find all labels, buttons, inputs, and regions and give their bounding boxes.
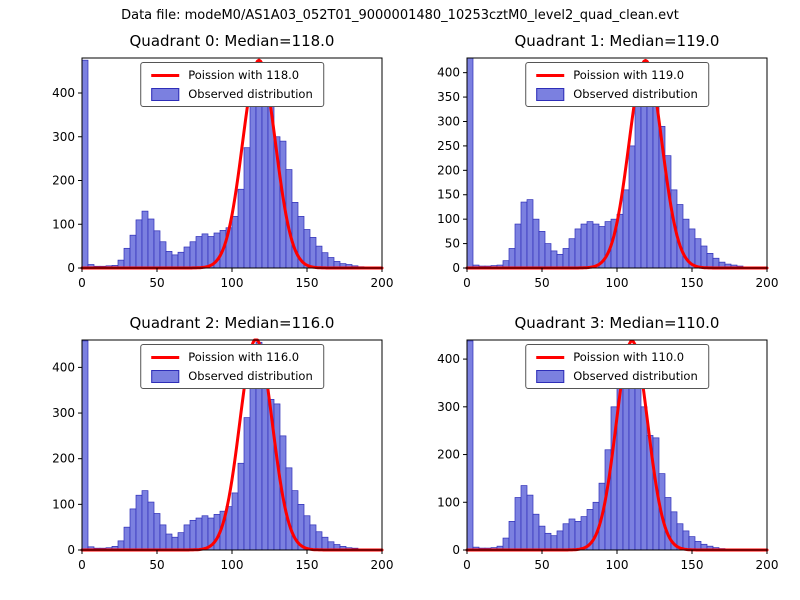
observed-legend-label: Observed distribution: [573, 369, 698, 383]
svg-text:400: 400: [52, 360, 75, 374]
svg-text:0: 0: [452, 261, 460, 275]
svg-text:300: 300: [437, 400, 460, 414]
svg-text:400: 400: [437, 66, 460, 80]
svg-text:300: 300: [52, 130, 75, 144]
observed-patch-sample: [151, 369, 180, 383]
quadrant-2-histogram-plot: 0 50 100 150 200 0 100 200 300 400: [52, 338, 394, 572]
svg-text:100: 100: [606, 276, 629, 290]
observed-legend-label: Observed distribution: [573, 87, 698, 101]
poisson-line-sample: [151, 73, 180, 77]
quadrant-0-plot-area: 0 50 100 150 200 0 100 200 300 400 Poission with …: [20, 52, 400, 298]
svg-text:250: 250: [437, 139, 460, 153]
svg-text:100: 100: [221, 558, 244, 572]
svg-text:50: 50: [445, 237, 460, 251]
quadrant-3-title: Quadrant 3: Median=110.0: [514, 314, 720, 332]
svg-text:150: 150: [296, 276, 319, 290]
quadrant-2-title: Quadrant 2: Median=116.0: [129, 314, 335, 332]
svg-text:50: 50: [149, 276, 164, 290]
quadrant-3-plot-area: 0 50 100 150 200 0 100 200 300 400 Poission with …: [405, 334, 785, 580]
svg-text:200: 200: [371, 276, 394, 290]
legend-row-poisson: Poission with 116.0: [151, 350, 313, 364]
svg-text:200: 200: [52, 452, 75, 466]
poisson-legend-label: Poission with 118.0: [188, 68, 300, 82]
poisson-legend-label: Poission with 119.0: [573, 68, 685, 82]
svg-text:0: 0: [78, 558, 86, 572]
quadrant-3-histogram-plot: 0 50 100 150 200 0 100 200 300 400: [437, 339, 779, 572]
quadrant-3-legend: Poission with 110.0 Observed distributio…: [525, 344, 709, 389]
svg-text:0: 0: [67, 261, 75, 275]
svg-text:300: 300: [437, 114, 460, 128]
quadrant-2-legend: Poission with 116.0 Observed distributio…: [140, 344, 324, 389]
observed-legend-label: Observed distribution: [188, 369, 313, 383]
quadrant-1-title: Quadrant 1: Median=119.0: [514, 32, 720, 50]
poisson-legend-label: Poission with 110.0: [573, 350, 685, 364]
svg-text:100: 100: [437, 495, 460, 509]
svg-text:100: 100: [52, 217, 75, 231]
svg-text:0: 0: [67, 543, 75, 557]
svg-text:0: 0: [463, 558, 471, 572]
svg-text:0: 0: [452, 543, 460, 557]
legend-row-observed: Observed distribution: [536, 87, 698, 101]
svg-text:150: 150: [681, 558, 704, 572]
legend-row-observed: Observed distribution: [536, 369, 698, 383]
quadrant-2-panel: Quadrant 2: Median=116.0 0 50 100 150 200 0 10…: [20, 312, 400, 582]
svg-text:100: 100: [606, 558, 629, 572]
legend-row-observed: Observed distribution: [151, 87, 313, 101]
svg-text:400: 400: [52, 86, 75, 100]
legend-row-poisson: Poission with 110.0: [536, 350, 698, 364]
quadrant-1-histogram-plot: 0 50 100 150 200 0 50 100 150 200 250 300 350 400: [437, 57, 779, 290]
observed-patch-sample: [536, 369, 565, 383]
poisson-legend-label: Poission with 116.0: [188, 350, 300, 364]
quadrant-0-legend: Poission with 118.0 Observed distributio…: [140, 62, 324, 107]
poisson-line-sample: [536, 73, 565, 77]
quadrant-0-panel: Quadrant 0: Median=118.0 0 50 100 150 200 0 10…: [20, 30, 400, 300]
svg-text:200: 200: [437, 163, 460, 177]
svg-text:100: 100: [52, 497, 75, 511]
svg-text:150: 150: [681, 276, 704, 290]
svg-text:50: 50: [534, 276, 549, 290]
svg-text:150: 150: [437, 188, 460, 202]
legend-row-observed: Observed distribution: [151, 369, 313, 383]
svg-text:0: 0: [463, 276, 471, 290]
svg-text:200: 200: [756, 276, 779, 290]
quadrant-1-legend: Poission with 119.0 Observed distributio…: [525, 62, 709, 107]
poisson-line-sample: [536, 355, 565, 359]
svg-text:100: 100: [437, 212, 460, 226]
svg-text:200: 200: [371, 558, 394, 572]
quadrant-0-title: Quadrant 0: Median=118.0: [129, 32, 335, 50]
svg-text:50: 50: [534, 558, 549, 572]
quadrant-0-histogram-plot: 0 50 100 150 200 0 100 200 300 400: [52, 57, 394, 290]
quadrant-3-panel: Quadrant 3: Median=110.0 0 50 100 150 200 0 10…: [405, 312, 785, 582]
svg-text:200: 200: [52, 174, 75, 188]
poisson-line-sample: [151, 355, 180, 359]
svg-text:400: 400: [437, 352, 460, 366]
legend-row-poisson: Poission with 118.0: [151, 68, 313, 82]
svg-text:50: 50: [149, 558, 164, 572]
svg-text:200: 200: [756, 558, 779, 572]
observed-patch-sample: [536, 87, 565, 101]
quadrant-1-panel: Quadrant 1: Median=119.0 0 50 100 150 200 0 50…: [405, 30, 785, 300]
quadrant-1-plot-area: 0 50 100 150 200 0 50 100 150 200 250 300 350 400 Poi…: [405, 52, 785, 298]
observed-legend-label: Observed distribution: [188, 87, 313, 101]
quadrant-2-plot-area: 0 50 100 150 200 0 100 200 300 400 Poission with …: [20, 334, 400, 580]
svg-text:200: 200: [437, 448, 460, 462]
svg-text:300: 300: [52, 406, 75, 420]
svg-text:0: 0: [78, 276, 86, 290]
svg-text:150: 150: [296, 558, 319, 572]
svg-text:350: 350: [437, 90, 460, 104]
svg-text:100: 100: [221, 276, 244, 290]
legend-row-poisson: Poission with 119.0: [536, 68, 698, 82]
observed-patch-sample: [151, 87, 180, 101]
figure-title: Data file: modeM0/AS1A03_052T01_90000014…: [121, 8, 679, 23]
